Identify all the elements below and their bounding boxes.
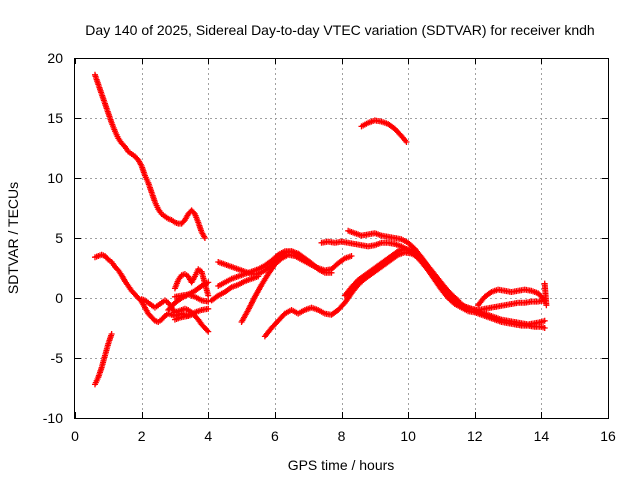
y-tick-label: 5 <box>55 230 63 246</box>
x-axis-label: GPS time / hours <box>288 457 395 473</box>
data-point <box>541 317 548 324</box>
data-point <box>328 269 335 276</box>
data-point <box>348 253 355 259</box>
series-trace-1 <box>91 71 208 241</box>
axis-ticks <box>75 58 609 419</box>
series-trace-7 <box>171 305 212 323</box>
series-trace-3 <box>91 251 195 325</box>
x-tick-label: 14 <box>534 428 550 444</box>
series-trace-18 <box>475 286 548 309</box>
data-point <box>403 139 410 145</box>
data-point <box>311 263 318 270</box>
x-tick-label: 10 <box>400 428 416 444</box>
series-trace-16 <box>345 227 548 328</box>
series-trace-11 <box>208 273 262 304</box>
plot-frame <box>74 58 609 419</box>
chart-title: Day 140 of 2025, Sidereal Day-to-day VTE… <box>85 22 594 38</box>
data-point <box>204 327 211 334</box>
x-tick-label: 6 <box>271 428 279 444</box>
y-tick-label: -10 <box>43 410 63 426</box>
data-point <box>108 331 115 337</box>
data-point <box>205 328 212 335</box>
x-tick-label: 12 <box>467 428 483 444</box>
y-tick-label: 0 <box>55 290 63 306</box>
data-point <box>205 305 212 312</box>
y-axis-label: SDTVAR / TECUs <box>5 182 21 294</box>
y-tick-label: -5 <box>51 350 64 366</box>
y-tick-label: 20 <box>47 50 63 66</box>
data-point <box>543 302 550 309</box>
y-tick-label: 15 <box>47 110 63 126</box>
series-trace-8 <box>171 291 212 305</box>
series-trace-19 <box>541 280 550 309</box>
x-tick-label: 8 <box>338 428 346 444</box>
series-trace-12 <box>238 251 318 325</box>
data-point <box>205 292 212 299</box>
series-trace-17 <box>358 117 410 145</box>
grid-lines <box>75 58 608 418</box>
x-tick-label: 16 <box>600 428 616 444</box>
data-markers <box>91 71 550 388</box>
series-trace-2 <box>91 331 115 388</box>
y-tick-label: 10 <box>47 170 63 186</box>
x-tick-label: 4 <box>204 428 212 444</box>
axis-tick-labels: 0 2 4 6 8 10 12 14 16 -10 -5 0 5 10 15 20 <box>43 50 616 444</box>
x-tick-label: 0 <box>71 428 79 444</box>
data-point <box>205 279 212 286</box>
x-tick-label: 2 <box>138 428 146 444</box>
data-point <box>205 298 212 305</box>
data-point <box>541 325 548 331</box>
data-point <box>201 235 208 241</box>
data-point <box>255 273 262 280</box>
